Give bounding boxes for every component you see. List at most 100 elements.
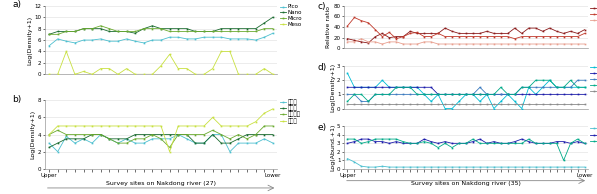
- SH: [469, 93, 476, 95]
- Meso: [106, 68, 113, 70]
- SH: [504, 93, 512, 95]
- 원생동물: [140, 138, 147, 140]
- 마람류: [490, 166, 497, 168]
- FC: [448, 93, 456, 95]
- 마람류: [546, 166, 553, 168]
- SH: [581, 86, 588, 88]
- PR: [442, 103, 449, 106]
- 군중류: [261, 112, 268, 114]
- SC: [442, 93, 449, 95]
- 저오학성종: [420, 32, 427, 35]
- 내성어: [399, 142, 407, 145]
- FC: [574, 79, 581, 81]
- 군중류: [252, 120, 259, 123]
- 저오학성종: [378, 32, 386, 35]
- 군중류: [218, 125, 225, 127]
- 저오학성종: [414, 32, 421, 35]
- 공적응신종: [484, 36, 491, 38]
- Micro: [115, 30, 122, 33]
- SC: [525, 93, 533, 95]
- 내성어: [448, 142, 456, 145]
- 군중류: [235, 125, 242, 127]
- 군중류: [140, 125, 147, 127]
- Pico: [269, 32, 276, 34]
- 준선성: [553, 142, 560, 145]
- PR: [469, 103, 476, 106]
- Line: GC: GC: [347, 79, 586, 102]
- Nano: [115, 30, 122, 33]
- 요각류: [192, 142, 199, 144]
- PR: [525, 103, 533, 106]
- Micro: [175, 30, 182, 33]
- GC: [518, 86, 525, 88]
- 요각류: [88, 133, 96, 136]
- SH: [539, 86, 546, 88]
- 군중류: [88, 125, 96, 127]
- 원생동물: [88, 133, 96, 136]
- Micro: [235, 30, 242, 33]
- 요각류: [244, 133, 251, 136]
- FC: [504, 93, 512, 95]
- Nano: [131, 32, 139, 34]
- 공적응신종: [456, 36, 463, 38]
- Meso: [97, 68, 104, 70]
- 저오학성종: [532, 27, 539, 29]
- 내성어: [407, 142, 414, 145]
- 준선성: [484, 142, 491, 145]
- 내성어: [414, 142, 421, 145]
- 내성어: [456, 142, 463, 145]
- 저오학성종: [497, 32, 504, 35]
- PR: [463, 103, 470, 106]
- Pico: [252, 39, 259, 41]
- 준선성: [525, 138, 533, 140]
- SC: [518, 93, 525, 95]
- 호영우섹종: [539, 43, 546, 45]
- Line: 공적응신종: 공적응신종: [347, 17, 586, 40]
- 지자류: [218, 133, 225, 136]
- FC: [469, 93, 476, 95]
- SH: [365, 86, 372, 88]
- 내성어: [560, 140, 567, 143]
- Nano: [54, 30, 61, 33]
- Meso: [183, 68, 190, 70]
- 마람류: [407, 166, 414, 168]
- Y-axis label: Log(Density+1): Log(Density+1): [30, 110, 36, 159]
- 마람류: [351, 161, 358, 163]
- Nano: [45, 33, 53, 36]
- SC: [399, 86, 407, 88]
- Pico: [88, 39, 96, 41]
- SC: [560, 93, 567, 95]
- GC: [414, 93, 421, 95]
- 마람류: [365, 166, 372, 168]
- 준선성: [351, 138, 358, 140]
- 공적응신종: [463, 36, 470, 38]
- 원생동물: [252, 133, 259, 136]
- SC: [476, 93, 484, 95]
- Pico: [235, 38, 242, 40]
- Nano: [201, 30, 208, 33]
- 군중류: [192, 125, 199, 127]
- Y-axis label: Log(Abund.+1): Log(Abund.+1): [330, 124, 335, 171]
- 저오학성종: [351, 39, 358, 42]
- 준선성: [372, 138, 379, 140]
- PR: [490, 103, 497, 106]
- 공적응신종: [476, 36, 484, 38]
- SC: [372, 86, 379, 88]
- Line: 내성어: 내성어: [347, 138, 586, 144]
- 요각류: [201, 142, 208, 144]
- 준선성: [490, 142, 497, 145]
- PR: [344, 103, 351, 106]
- 호영우섹종: [476, 43, 484, 45]
- Pico: [166, 36, 173, 38]
- 호영우섹종: [407, 43, 414, 45]
- Pico: [175, 36, 182, 38]
- 호영우섹종: [490, 43, 497, 45]
- 지자류: [106, 138, 113, 140]
- Nano: [158, 28, 165, 30]
- 저오학성종: [560, 32, 567, 35]
- Pico: [54, 38, 61, 40]
- 마람류: [560, 166, 567, 168]
- PR: [484, 103, 491, 106]
- 준선성: [358, 142, 365, 145]
- 마람류: [448, 166, 456, 168]
